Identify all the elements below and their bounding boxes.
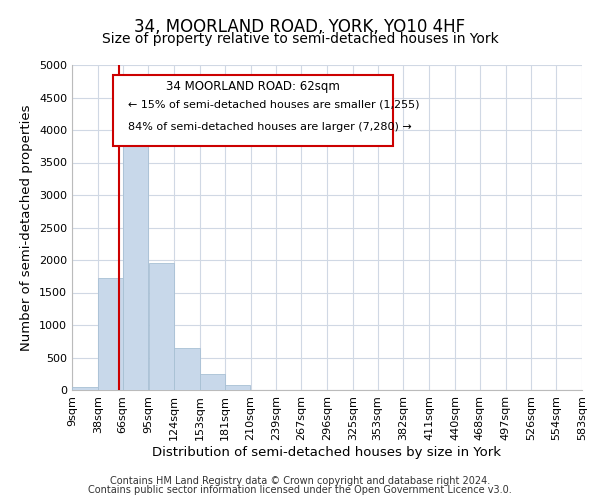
FancyBboxPatch shape [113, 74, 394, 146]
Text: 34, MOORLAND ROAD, YORK, YO10 4HF: 34, MOORLAND ROAD, YORK, YO10 4HF [134, 18, 466, 36]
Bar [72, 387, 98, 390]
Text: Contains HM Land Registry data © Crown copyright and database right 2024.: Contains HM Land Registry data © Crown c… [110, 476, 490, 486]
Text: Contains public sector information licensed under the Open Government Licence v3: Contains public sector information licen… [88, 485, 512, 495]
Text: 84% of semi-detached houses are larger (7,280) →: 84% of semi-detached houses are larger (… [128, 122, 412, 132]
Bar [175, 348, 200, 390]
Bar [225, 385, 250, 390]
Bar [149, 263, 174, 390]
Bar [200, 374, 224, 390]
Bar [123, 128, 148, 390]
Text: ← 15% of semi-detached houses are smaller (1,255): ← 15% of semi-detached houses are smalle… [128, 99, 419, 109]
Y-axis label: Number of semi-detached properties: Number of semi-detached properties [20, 104, 34, 351]
Bar [98, 278, 122, 390]
Text: 34 MOORLAND ROAD: 62sqm: 34 MOORLAND ROAD: 62sqm [166, 80, 340, 92]
Text: Size of property relative to semi-detached houses in York: Size of property relative to semi-detach… [101, 32, 499, 46]
X-axis label: Distribution of semi-detached houses by size in York: Distribution of semi-detached houses by … [152, 446, 502, 458]
